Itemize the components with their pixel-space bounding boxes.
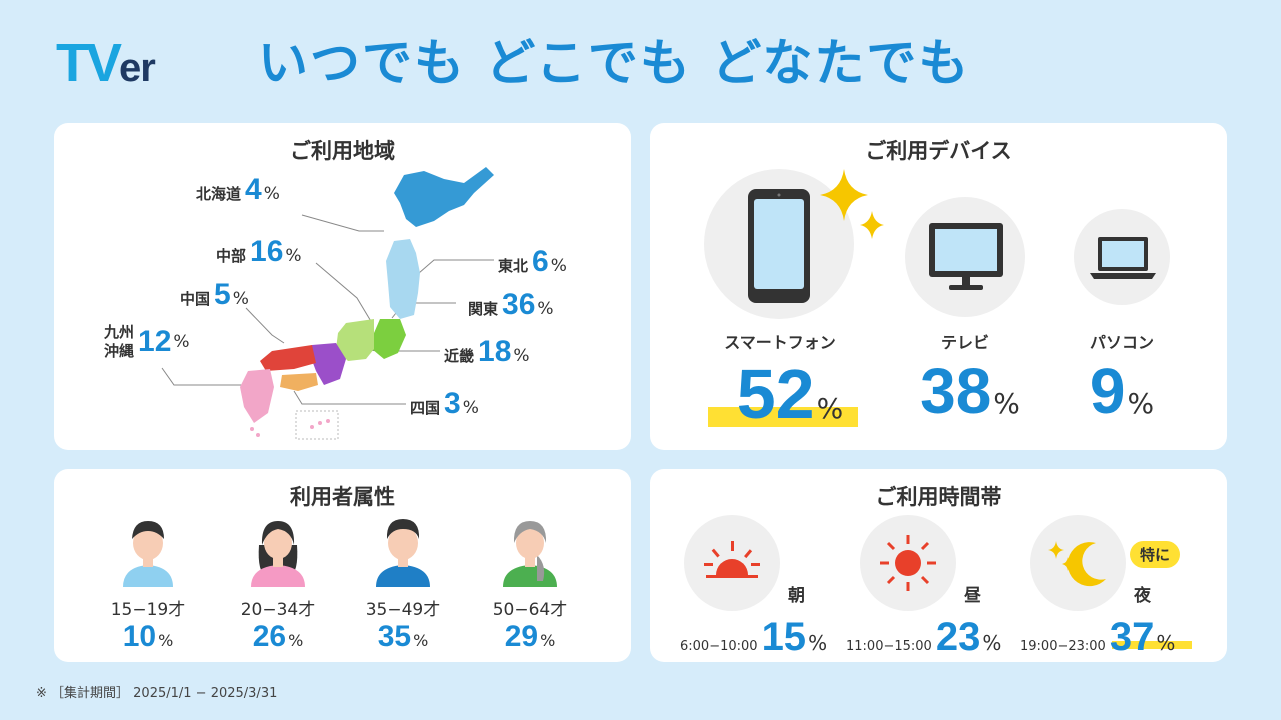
time-value-night: 19:00−23:00 37% bbox=[1020, 615, 1176, 659]
smartphone-highlight bbox=[708, 407, 858, 427]
region-chugoku: 中国 5% bbox=[180, 278, 249, 311]
device-card: ご利用デバイス スマートフォン 52% テレビ 38% パソコン 9% bbox=[650, 123, 1227, 450]
okinawa-inset bbox=[295, 410, 339, 440]
attr-35-49: 35−49才 35% bbox=[343, 515, 463, 653]
timeband-card: ご利用時間帯 朝 6:00−10:00 15% 昼 11:00−15:00 23% bbox=[650, 469, 1227, 662]
map-chugoku bbox=[260, 345, 316, 371]
senior-woman-icon bbox=[503, 521, 557, 587]
region-kanto: 関東 36% bbox=[468, 288, 554, 321]
attributes-card: 利用者属性 15−19才 10% 20−34才 26% 35−49才 35% bbox=[54, 469, 631, 662]
okinawa-islands bbox=[310, 419, 330, 429]
map-kanto bbox=[372, 319, 406, 359]
time-label-night: 夜 bbox=[1134, 586, 1151, 606]
smartphone-icon bbox=[748, 189, 810, 303]
attr-20-34: 20−34才 26% bbox=[218, 515, 338, 653]
map-hokkaido bbox=[394, 167, 494, 227]
sparkle-icon bbox=[820, 169, 884, 239]
time-value-morning: 6:00−10:00 15% bbox=[680, 615, 828, 659]
time-label-morning: 朝 bbox=[788, 586, 805, 606]
attr-50-64: 50−64才 29% bbox=[470, 515, 590, 653]
young-woman-icon bbox=[251, 521, 305, 587]
moon-icon bbox=[1048, 541, 1106, 587]
time-label-noon: 昼 bbox=[964, 586, 981, 606]
map-tohoku bbox=[386, 239, 420, 319]
region-hokkaido: 北海道 4% bbox=[196, 173, 280, 206]
sun-icon bbox=[880, 535, 936, 591]
japan-map bbox=[161, 167, 494, 440]
teen-boy-icon bbox=[123, 521, 173, 587]
region-kyushu: 九州 沖縄 12% bbox=[104, 323, 190, 360]
device-name-tv: テレビ bbox=[940, 333, 989, 352]
device-value-tv: 38% bbox=[920, 355, 1020, 427]
device-value-smartphone: 52% bbox=[736, 355, 844, 433]
region-tohoku: 東北 6% bbox=[498, 245, 567, 278]
timeband-title: ご利用時間帯 bbox=[875, 485, 1002, 509]
attributes-title: 利用者属性 bbox=[290, 485, 395, 509]
region-shikoku: 四国 3% bbox=[410, 387, 479, 420]
device-name-laptop: パソコン bbox=[1089, 333, 1154, 352]
tver-logo: TVer bbox=[56, 33, 156, 93]
headline: いつでも どこでも どなたでも bbox=[258, 34, 971, 92]
device-value-laptop: 9% bbox=[1089, 355, 1155, 427]
region-kinki: 近畿 18% bbox=[444, 335, 530, 368]
tv-icon bbox=[929, 223, 1003, 290]
time-value-noon: 11:00−15:00 23% bbox=[846, 615, 1002, 659]
sunrise-icon bbox=[704, 541, 760, 578]
map-chubu bbox=[336, 319, 374, 361]
region-title: ご利用地域 bbox=[290, 139, 395, 163]
map-kyushu bbox=[240, 369, 274, 437]
laptop-icon bbox=[1090, 237, 1156, 279]
attr-15-19: 15−19才 10% bbox=[88, 515, 208, 653]
device-title: ご利用デバイス bbox=[865, 139, 1012, 163]
region-chubu: 中部 16% bbox=[216, 235, 302, 268]
region-card: ご利用地域 bbox=[54, 123, 631, 450]
map-kinki bbox=[310, 343, 346, 385]
map-shikoku bbox=[280, 373, 318, 391]
device-name-smartphone: スマートフォン bbox=[724, 333, 836, 352]
badge-especially: 特に bbox=[1130, 541, 1181, 568]
footnote: ※ ［集計期間］ 2025/1/1 − 2025/3/31 bbox=[36, 686, 278, 701]
night-highlight bbox=[1112, 641, 1192, 649]
adult-man-icon bbox=[376, 519, 430, 587]
